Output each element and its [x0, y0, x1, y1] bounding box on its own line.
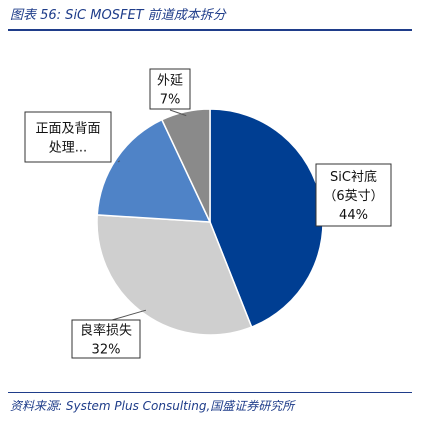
- callout-box-1: [71, 319, 141, 359]
- slice-label-3-line-0: 外延: [157, 74, 183, 89]
- leader-line-1: [111, 309, 147, 321]
- slice-label-1-line-1: 32%: [92, 343, 121, 358]
- slice-label-3-line-1: 7%: [160, 93, 181, 108]
- slice-label-0-line-0: SiC衬底: [330, 169, 377, 185]
- source-divider: [8, 392, 412, 393]
- leader-line-3: [169, 109, 187, 117]
- callout-box-0: [315, 163, 392, 227]
- slice-label-0-line-2: 44%: [339, 208, 368, 223]
- slice-label-2-line-0: 正面及背面: [35, 122, 100, 137]
- pie-slice-3: [160, 108, 211, 223]
- source-note: 资料来源: System Plus Consulting,国盛证券研究所: [10, 399, 295, 413]
- slice-label-0-line-1: （6英寸）: [323, 189, 383, 204]
- callout-box-3: [149, 68, 191, 110]
- callout-box-2: [24, 111, 112, 163]
- slice-label-1-line-0: 良率损失: [80, 323, 132, 339]
- slice-label-2-line-1: 处理...: [49, 141, 87, 156]
- leader-line-2: [117, 160, 121, 163]
- figure-title: 图表 56: SiC MOSFET 前道成本拆分: [10, 8, 226, 23]
- pie-slice-1: [96, 214, 253, 336]
- title-divider: [8, 29, 412, 31]
- pie-slice-2: [96, 118, 212, 223]
